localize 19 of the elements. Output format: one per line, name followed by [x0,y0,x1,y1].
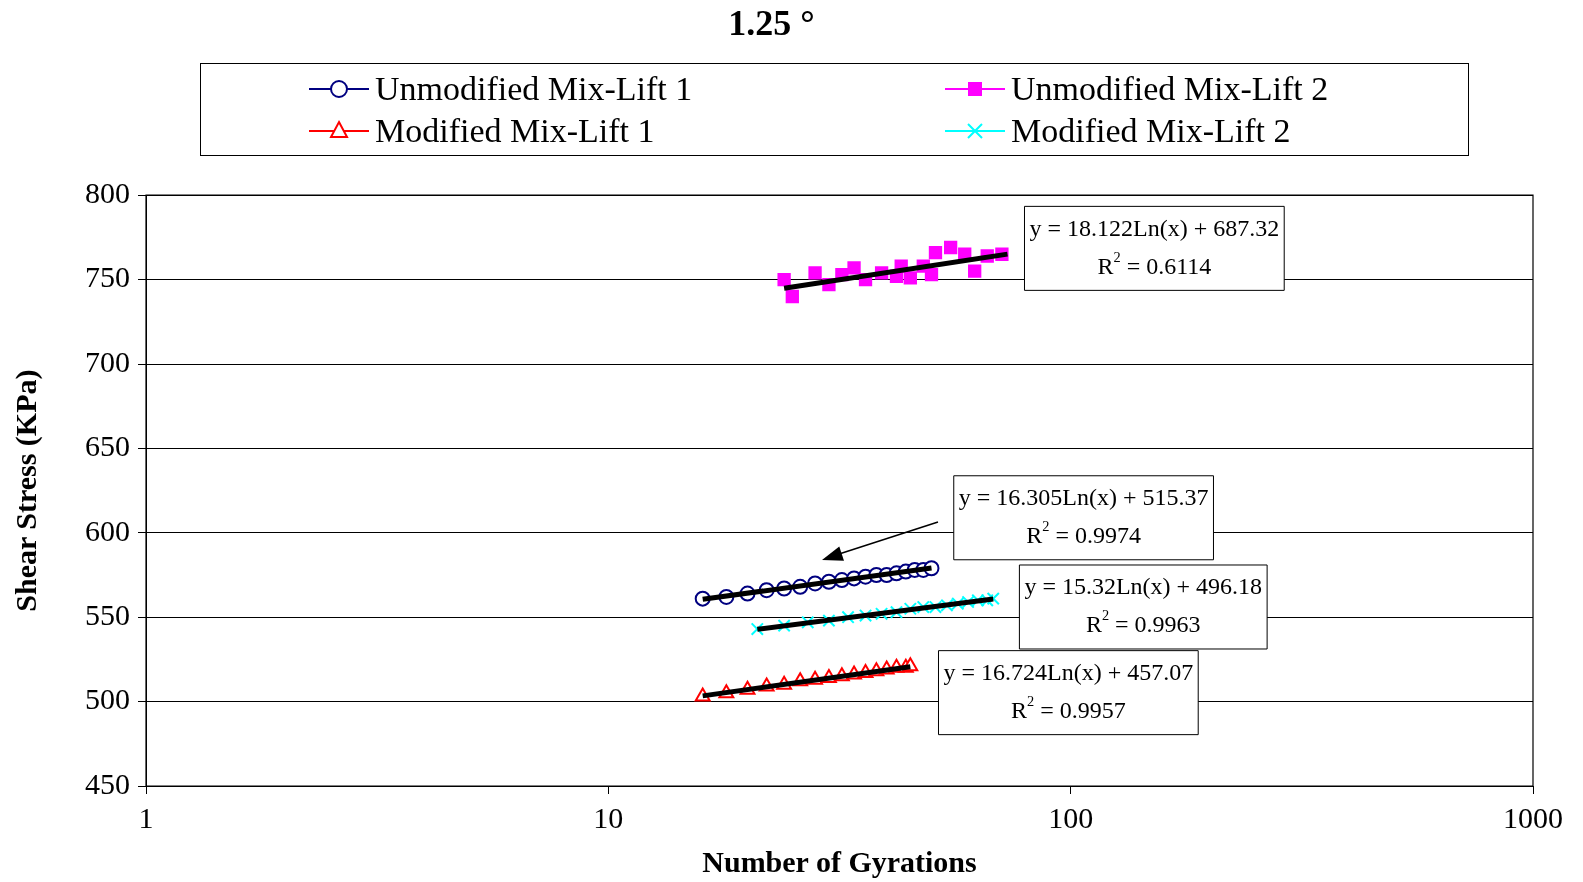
chart-title: 1.25 ° [728,2,815,43]
legend-label: Unmodified Mix-Lift 2 [1011,68,1329,109]
x-tick-label: 10 [593,800,624,834]
x-axis-title: Number of Gyrations [702,844,977,878]
y-tick-label: 550 [85,598,130,632]
x-tick-label: 100 [1048,800,1094,834]
y-tick-label: 650 [85,429,130,463]
y-axis-title: Shear Stress (KPa) [8,369,43,612]
y-tick-label: 600 [85,513,130,547]
legend-label: Unmodified Mix-Lift 1 [375,68,693,109]
y-tick-label: 750 [85,260,130,294]
legend-label: Modified Mix-Lift 2 [1011,110,1291,151]
y-tick-label: 800 [85,176,130,210]
legend-label: Modified Mix-Lift 1 [375,110,655,151]
y-tick-label: 450 [85,766,130,800]
x-tick-label: 1 [138,800,154,834]
y-tick-label: 500 [85,682,130,716]
x-tick-label: 1000 [1503,800,1563,834]
y-tick-label: 700 [85,344,130,378]
